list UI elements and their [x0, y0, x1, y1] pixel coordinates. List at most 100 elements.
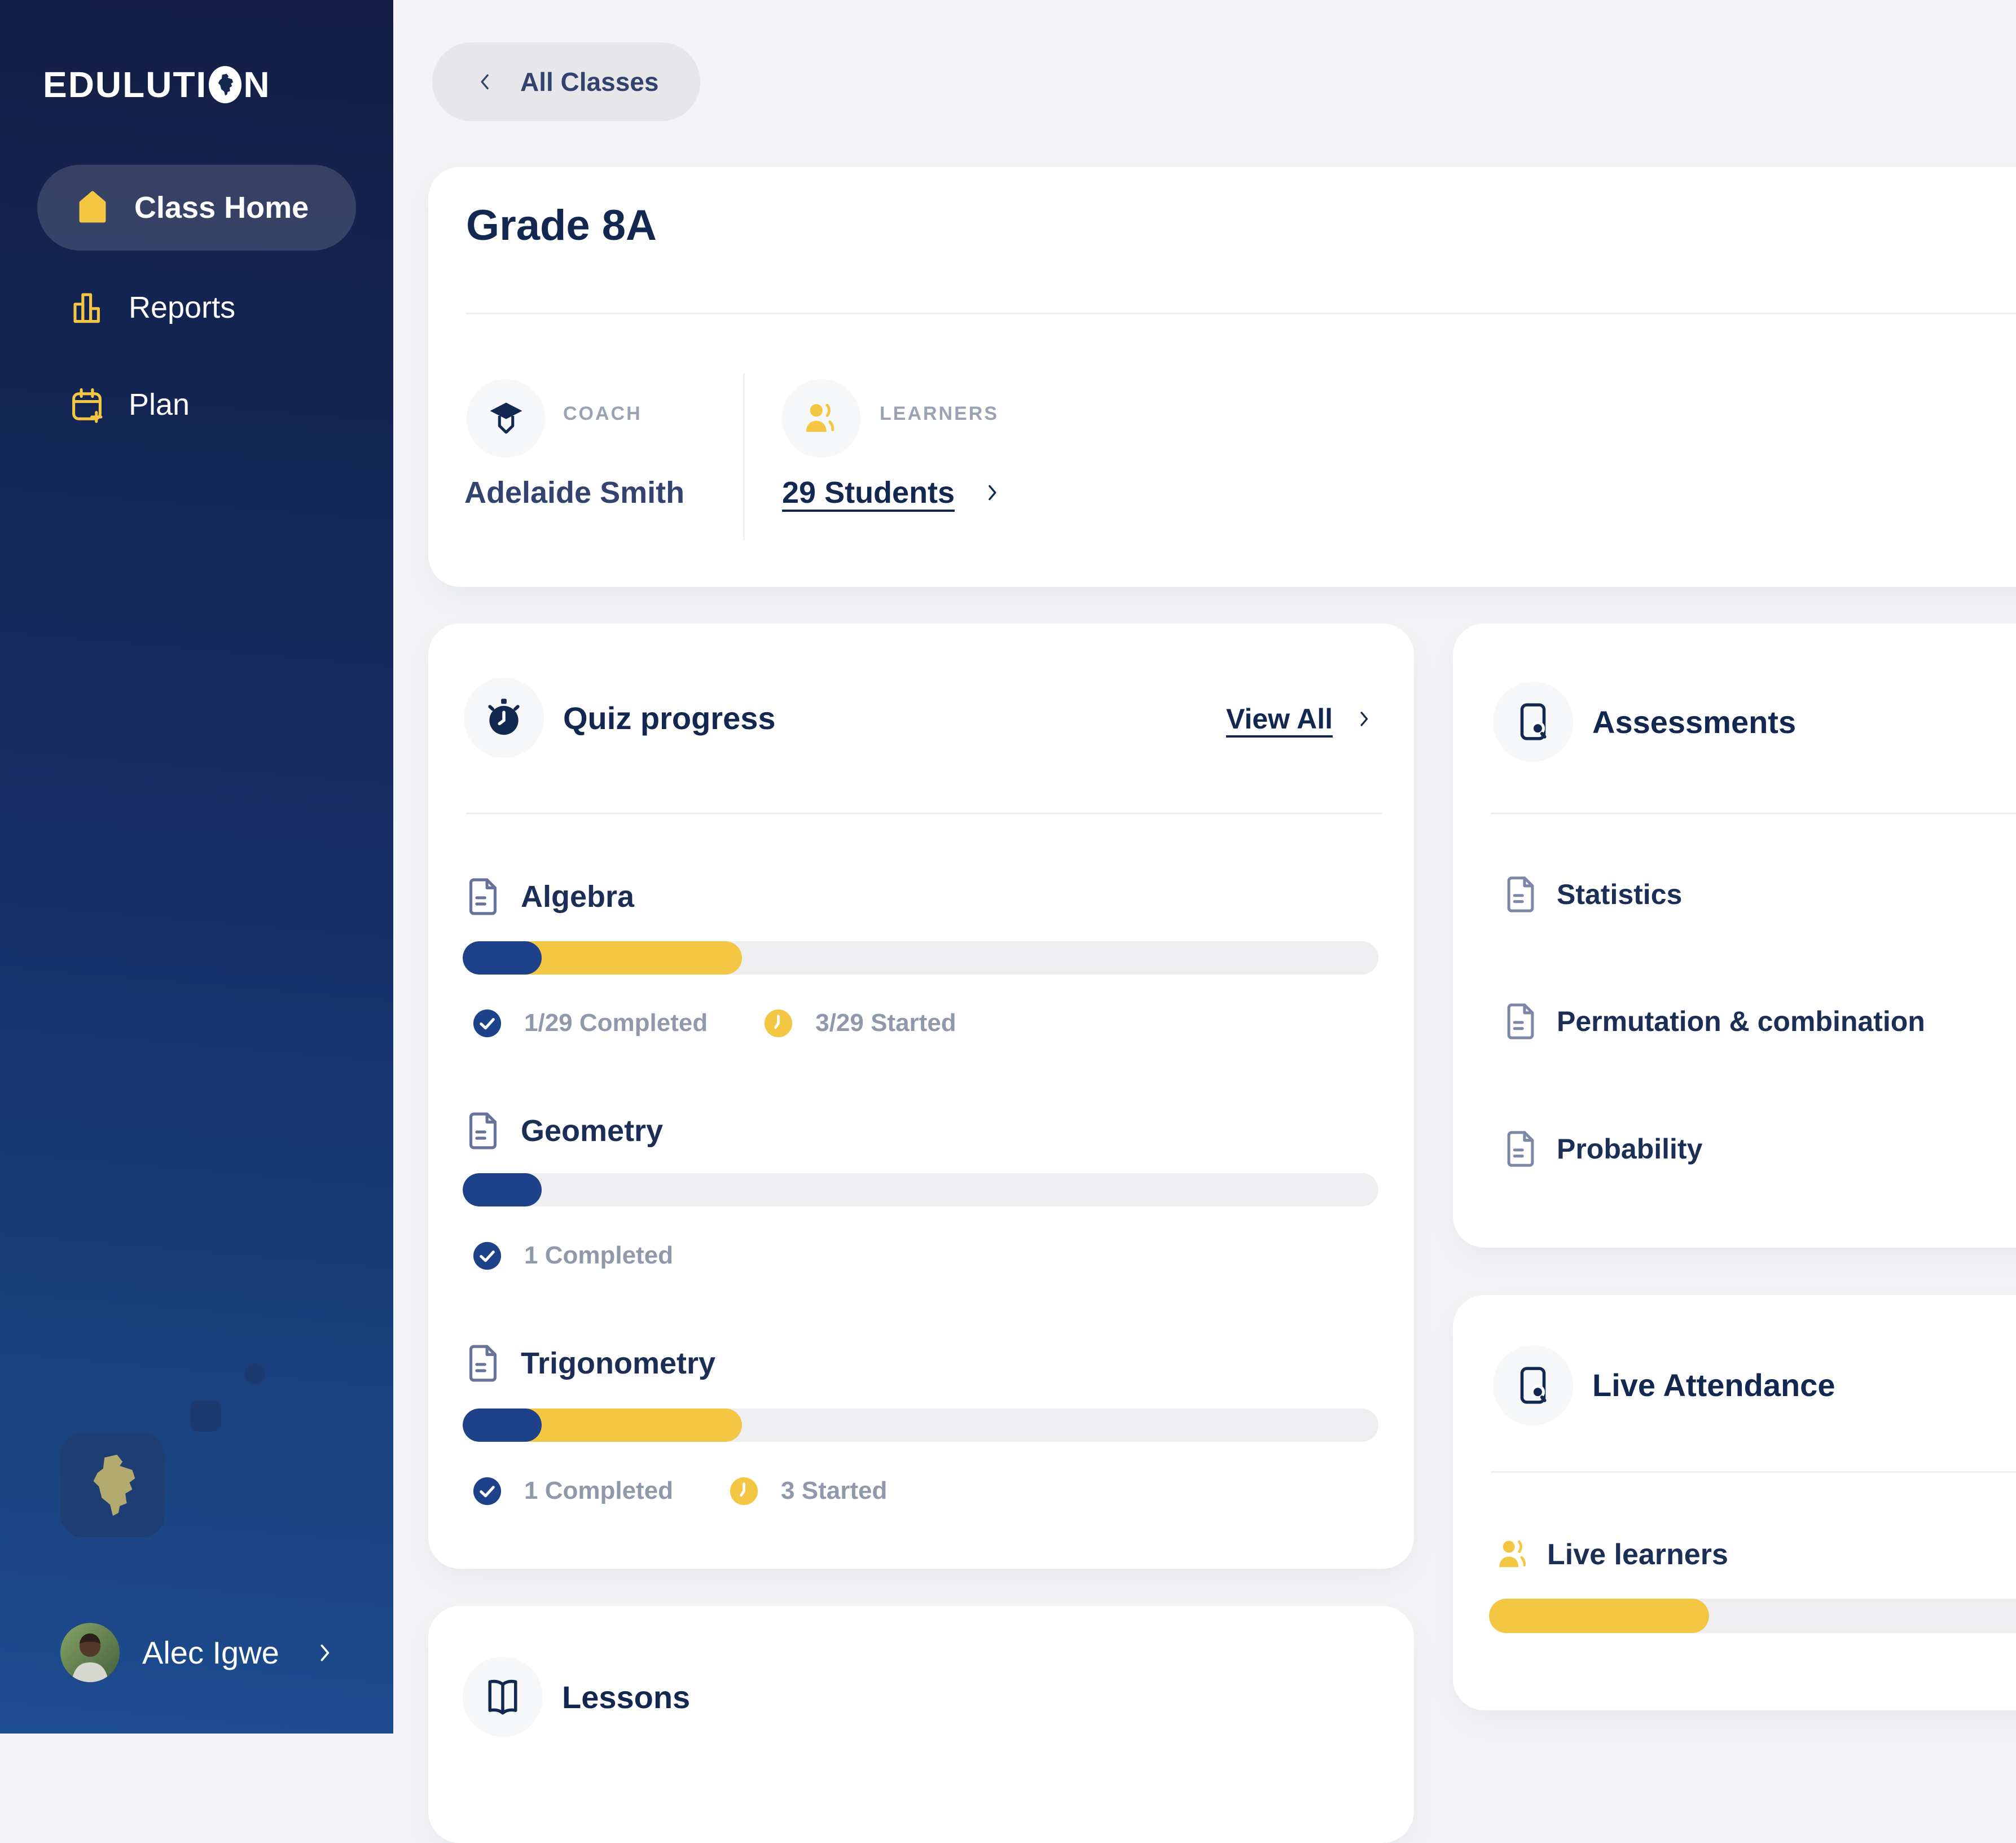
chevron-right-icon — [1360, 712, 1368, 726]
check-circle-icon — [473, 1241, 502, 1270]
check-circle-icon — [473, 1477, 502, 1505]
sidebar-item-plan[interactable]: Plan — [67, 379, 190, 430]
chevron-left-icon — [481, 74, 489, 90]
back-label: All Classes — [520, 67, 659, 96]
user-name: Alec Igwe — [142, 1635, 279, 1670]
students-link-text: 29 Students — [782, 476, 955, 510]
assessment-item[interactable]: Permutation & combination — [1499, 993, 1925, 1050]
document-icon — [469, 878, 497, 915]
topic-stats: 1 Completed — [471, 1239, 707, 1272]
live-attendance-card: Live Attendance Live learners — [1453, 1295, 2016, 1710]
assessment-label: Probability — [1557, 1133, 1703, 1165]
document-icon — [1507, 876, 1534, 912]
logo-text-right: N — [243, 64, 271, 105]
edulution-logo: EDULUTI N — [43, 58, 271, 112]
topic-stats: 1 Completed 3 Started — [471, 1474, 921, 1508]
view-all-text: View All — [1226, 703, 1333, 735]
topic-header[interactable]: Algebra — [461, 871, 634, 923]
calendar-plus-icon — [72, 388, 103, 423]
assessment-label: Statistics — [1557, 879, 1683, 910]
chevron-right-icon — [989, 485, 996, 501]
students-link[interactable]: 29 Students — [782, 475, 1003, 510]
sidebar-item-label: Reports — [129, 291, 236, 324]
topic-stats: 1/29 Completed 3/29 Started — [471, 1006, 990, 1040]
stopwatch-icon — [488, 699, 520, 735]
document-search-icon — [1520, 703, 1547, 740]
sidebar-item-label: Plan — [129, 388, 190, 422]
attendance-icon-circle — [1493, 1345, 1573, 1425]
attendance-progress-fill — [1489, 1599, 1709, 1633]
started-text: 3/29 Started — [815, 1009, 956, 1037]
class-card: Grade 8A COACH Adelaide Smith LEARNERS 2… — [428, 167, 2016, 587]
topic-header[interactable]: Trigonometry — [461, 1337, 715, 1389]
document-icon — [1507, 1131, 1534, 1167]
learners-label: LEARNERS — [880, 403, 999, 424]
check-circle-icon — [473, 1009, 502, 1037]
learners-icon-circle — [782, 379, 860, 458]
completed-text: 1/29 Completed — [524, 1009, 708, 1037]
coach-label: COACH — [563, 403, 642, 424]
avatar — [60, 1623, 120, 1682]
document-icon — [1507, 1003, 1534, 1039]
africa-logo-icon — [209, 66, 242, 103]
coach-name: Adelaide Smith — [464, 476, 685, 510]
card-title: Assessments — [1592, 704, 1797, 740]
clock-icon — [730, 1477, 758, 1505]
bar-chart-icon — [73, 293, 100, 323]
divider — [466, 813, 1382, 814]
view-all-link[interactable]: View All — [1226, 703, 1374, 735]
completed-text: 1 Completed — [524, 1241, 674, 1269]
lessons-card: Lessons — [428, 1606, 1414, 1843]
sidebar-item-label: Class Home — [134, 191, 309, 225]
document-icon — [469, 1345, 497, 1382]
card-title: Live Attendance — [1592, 1367, 1835, 1403]
lessons-icon-circle — [463, 1657, 543, 1737]
assessment-label: Permutation & combination — [1557, 1006, 1925, 1037]
assessments-icon-circle — [1493, 682, 1573, 762]
africa-map-icon — [93, 1454, 135, 1516]
topic-name: Trigonometry — [521, 1346, 716, 1380]
learners-icon — [806, 403, 834, 432]
attendance-progress-track — [1489, 1599, 2016, 1633]
topic-name: Algebra — [521, 880, 635, 914]
quiz-progress-card: Quiz progress View All Algebra — [428, 624, 1414, 1569]
back-all-classes-button[interactable]: All Classes — [432, 42, 701, 121]
decorative-square — [190, 1401, 221, 1432]
completed-text: 1 Completed — [524, 1477, 674, 1504]
divider — [466, 313, 2016, 314]
decorative-dot — [244, 1363, 265, 1384]
chevron-right-icon — [320, 1644, 330, 1661]
progress-track — [463, 1408, 1378, 1442]
progress-completed — [463, 1173, 542, 1206]
topic-name: Geometry — [521, 1114, 664, 1148]
live-learners-label: Live learners — [1547, 1538, 1728, 1571]
africa-tile — [60, 1433, 165, 1537]
coach-icon-circle — [467, 379, 545, 458]
document-search-icon — [1520, 1366, 1547, 1404]
home-icon — [79, 191, 106, 223]
divider — [1491, 1471, 2016, 1473]
assessment-item[interactable]: Probability — [1499, 1121, 1702, 1177]
user-profile[interactable]: Alec Igwe — [60, 1623, 337, 1682]
started-text: 3 Started — [781, 1477, 888, 1504]
divider — [1491, 813, 2016, 814]
learners-icon — [1499, 1540, 1526, 1568]
live-learners-row[interactable]: Live learners — [1494, 1529, 1728, 1580]
vertical-divider — [743, 373, 745, 540]
progress-track — [463, 1173, 1378, 1206]
progress-track — [463, 941, 1378, 975]
clock-icon — [765, 1009, 793, 1037]
page-title: Grade 8A — [466, 201, 657, 249]
document-icon — [469, 1112, 497, 1149]
logo-text-left: EDULUTI — [43, 64, 208, 105]
graduation-cap-icon — [490, 402, 522, 434]
card-title: Quiz progress — [563, 700, 776, 736]
quiz-icon-circle — [464, 678, 544, 758]
card-title: Lessons — [562, 1679, 691, 1715]
progress-completed — [463, 941, 542, 975]
sidebar-item-reports[interactable]: Reports — [67, 282, 235, 333]
sidebar-item-class-home[interactable]: Class Home — [37, 165, 356, 251]
topic-header[interactable]: Geometry — [461, 1105, 663, 1157]
sidebar: EDULUTI N Class Home Reports Plan — [0, 0, 393, 1734]
assessment-item[interactable]: Statistics — [1499, 866, 1682, 923]
